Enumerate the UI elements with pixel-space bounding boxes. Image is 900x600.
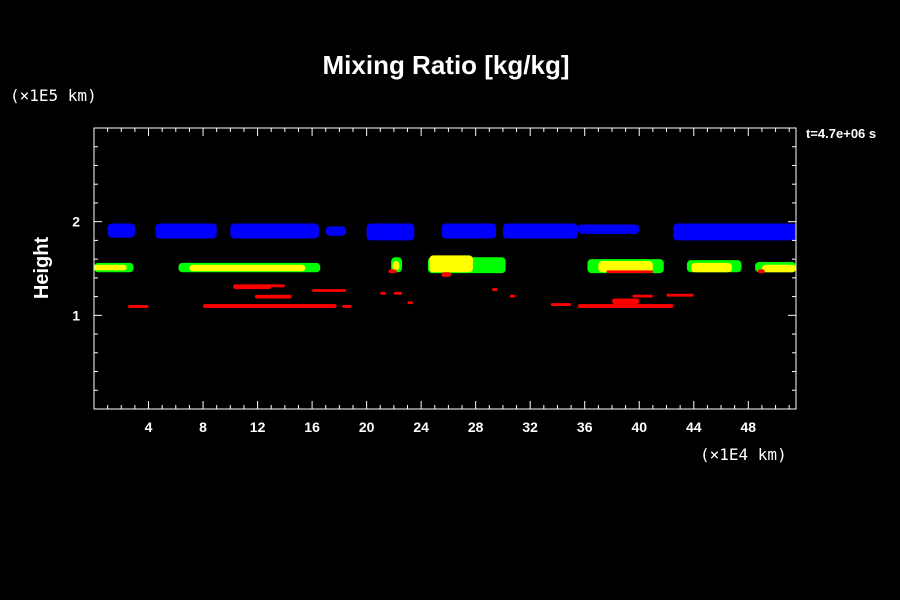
region-blue-2 xyxy=(230,223,319,239)
region-red-33 xyxy=(312,289,347,292)
region-red-28 xyxy=(203,304,337,308)
data-regions xyxy=(94,223,796,308)
region-red-30 xyxy=(233,284,272,290)
region-red-36 xyxy=(632,294,653,298)
x-axis-unit: (×1E4 km) xyxy=(700,445,787,464)
x-tick-label: 4 xyxy=(145,419,153,435)
region-red-43 xyxy=(509,294,516,298)
x-tick-label: 8 xyxy=(199,419,207,435)
region-red-27 xyxy=(128,305,149,308)
y-tick-label: 2 xyxy=(72,214,80,230)
x-tick-label: 44 xyxy=(686,419,702,435)
region-yellow-20 xyxy=(598,261,653,273)
x-tick-label: 28 xyxy=(468,419,484,435)
region-blue-8 xyxy=(673,223,796,241)
x-tick-label: 20 xyxy=(359,419,375,435)
chart-title: Mixing Ratio [kg/kg] xyxy=(323,50,570,80)
region-red-15 xyxy=(388,269,397,274)
time-label: t=4.7e+06 s xyxy=(806,126,876,141)
region-blue-4 xyxy=(366,223,415,241)
region-red-32 xyxy=(264,284,285,288)
region-red-37 xyxy=(666,293,694,297)
region-red-34 xyxy=(577,304,674,308)
region-blue-0 xyxy=(107,223,135,238)
x-tick-label: 16 xyxy=(304,419,320,435)
region-blue-7 xyxy=(577,224,640,234)
region-yellow-23 xyxy=(691,262,732,273)
region-red-40 xyxy=(380,291,386,295)
y-axis-unit: (×1E5 km) xyxy=(10,86,97,105)
region-blue-6 xyxy=(502,223,578,239)
region-red-31 xyxy=(254,294,292,299)
region-red-21 xyxy=(606,270,653,274)
region-red-29 xyxy=(342,305,352,308)
x-tick-label: 48 xyxy=(741,419,757,435)
region-red-41 xyxy=(393,291,403,295)
y-axis-label: Height xyxy=(31,237,53,300)
region-yellow-25 xyxy=(761,264,796,273)
region-yellow-10 xyxy=(94,264,127,271)
x-tick-label: 36 xyxy=(577,419,593,435)
region-red-39 xyxy=(407,301,413,305)
region-yellow-17 xyxy=(429,255,473,273)
region-red-42 xyxy=(492,288,498,291)
region-blue-5 xyxy=(441,223,497,239)
x-tick-label: 12 xyxy=(250,419,266,435)
plot-frame xyxy=(93,127,797,410)
region-red-26 xyxy=(757,269,765,274)
x-tick-label: 32 xyxy=(522,419,538,435)
x-tick-label: 24 xyxy=(413,419,429,435)
region-red-18 xyxy=(441,272,452,277)
region-red-35 xyxy=(611,298,640,305)
y-tick-label: 1 xyxy=(72,307,80,323)
region-blue-1 xyxy=(155,223,217,239)
region-yellow-14 xyxy=(392,261,400,271)
region-yellow-12 xyxy=(189,264,306,272)
x-tick-label: 40 xyxy=(631,419,647,435)
region-blue-3 xyxy=(325,226,347,236)
region-red-38 xyxy=(550,303,572,306)
